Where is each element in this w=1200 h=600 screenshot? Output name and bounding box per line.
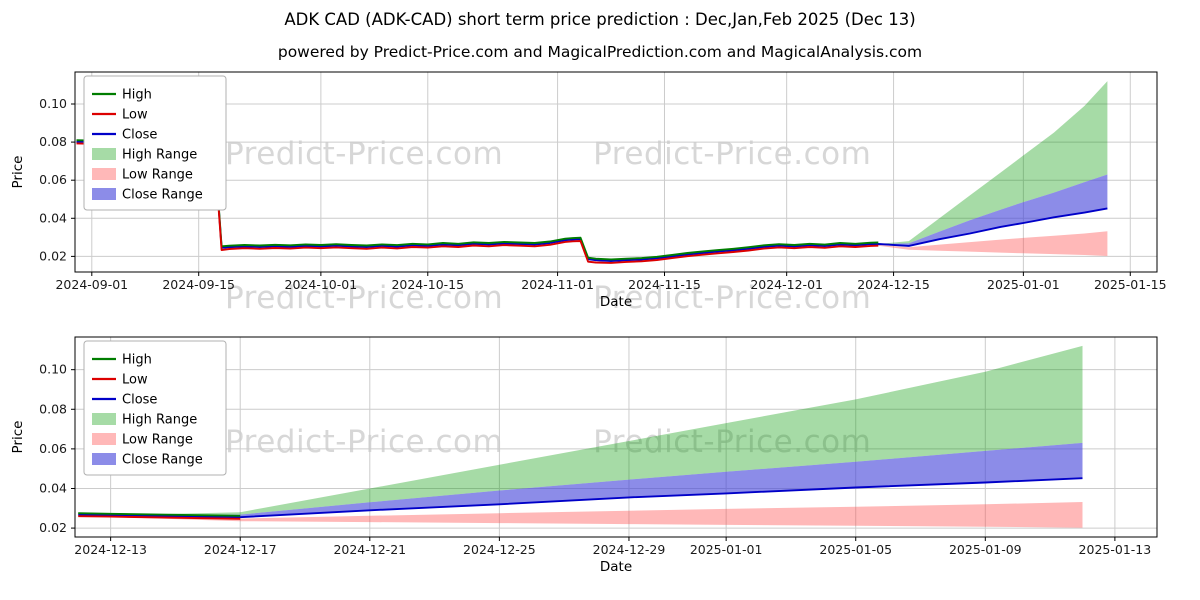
- x-tick-label: 2024-09-01: [55, 277, 128, 292]
- low-range-band: [110, 502, 1083, 528]
- legend-label: Low Range: [122, 433, 193, 448]
- x-tick-label: 2024-12-29: [593, 542, 666, 557]
- plot-border: [74, 71, 1158, 273]
- page-subtitle: powered by Predict-Price.com and Magical…: [277, 43, 923, 61]
- watermark-text: Predict-Price.com: [593, 424, 871, 460]
- legend-label: Close: [122, 393, 157, 408]
- forecast-bands: [110, 345, 1083, 528]
- legend-label: Low: [122, 373, 148, 388]
- y-tick-label: 0.10: [39, 362, 67, 377]
- close-range-band: [110, 442, 1083, 518]
- plot-border: [74, 336, 1158, 538]
- x-tick-label: 2024-09-15: [162, 277, 235, 292]
- high-range-band: [878, 81, 1108, 244]
- legend-box: [83, 340, 227, 476]
- page-title: ADK CAD (ADK-CAD) short term price predi…: [284, 10, 916, 29]
- y-tick-label: 0.08: [39, 134, 67, 149]
- x-tick-label: 2024-10-01: [285, 277, 358, 292]
- x-tick-label: 2024-10-15: [391, 277, 464, 292]
- x-axis: 2024-12-13 2024-12-17 2024-12-21 2024-12-25…: [74, 537, 1151, 557]
- legend-label: Close Range: [122, 188, 203, 203]
- y-tick-label: 0.06: [39, 441, 67, 456]
- price-forecast-chart: 2024-12-13 2024-12-17 2024-12-21 2024-12-25…: [10, 336, 1158, 575]
- legend-label: High Range: [122, 148, 197, 163]
- x-tick-label: 2024-11-01: [521, 277, 594, 292]
- grid: [75, 72, 1157, 272]
- x-tick-label: 2025-01-01: [690, 542, 763, 557]
- high-range-band: [110, 345, 1083, 516]
- x-tick-label: 2024-11-15: [628, 277, 701, 292]
- legend-label: Close: [122, 128, 157, 143]
- y-axis-label: Price: [10, 421, 26, 454]
- close-line: [76, 138, 1108, 262]
- y-tick-label: 0.08: [39, 401, 67, 416]
- legend-swatch-close-range: [92, 453, 116, 465]
- y-axis: 0.02 0.04 0.06 0.08 0.10: [39, 96, 75, 263]
- close-line: [78, 477, 1083, 519]
- y-tick-label: 0.04: [39, 480, 67, 495]
- close-range-band: [878, 174, 1108, 246]
- x-tick-label: 2024-12-15: [857, 277, 930, 292]
- legend-swatch-low-range: [92, 168, 116, 180]
- watermark-row-bottom: Predict-Price.com Predict-Price.com: [225, 424, 871, 460]
- y-tick-label: 0.02: [39, 248, 67, 263]
- legend: High Low Close High Range Low Range Close Ran…: [83, 340, 227, 476]
- legend-label: High: [122, 88, 152, 103]
- x-tick-label: 2024-12-25: [463, 542, 536, 557]
- x-axis-label: Date: [600, 294, 632, 310]
- x-tick-label: 2025-01-13: [1079, 542, 1152, 557]
- legend-label: Low: [122, 108, 148, 123]
- x-axis: 2024-09-01 2024-09-15 2024-10-01 2024-10-15…: [55, 272, 1167, 292]
- low-line: [78, 515, 241, 520]
- x-tick-label: 2024-12-21: [333, 542, 406, 557]
- watermark-text: Predict-Price.com: [225, 424, 504, 460]
- x-axis-label: Date: [600, 559, 632, 575]
- y-tick-label: 0.04: [39, 210, 67, 225]
- x-tick-label: 2025-01-01: [987, 277, 1060, 292]
- watermark-row-middle: Predict-Price.com Predict-Price.com: [225, 280, 871, 316]
- watermark-text: Predict-Price.com: [593, 280, 872, 316]
- legend-box: [83, 75, 227, 211]
- legend-swatch-high-range: [92, 148, 116, 160]
- y-tick-label: 0.02: [39, 520, 67, 535]
- legend: High Low Close High Range Low Range Close Ran…: [83, 75, 227, 211]
- y-axis: 0.02 0.04 0.06 0.08 0.10: [39, 362, 75, 535]
- legend-label: High: [122, 353, 152, 368]
- x-tick-label: 2024-12-17: [204, 542, 277, 557]
- low-range-band: [878, 231, 1108, 256]
- legend-swatch-low-range: [92, 433, 116, 445]
- x-tick-label: 2024-12-01: [750, 277, 823, 292]
- x-tick-label: 2024-12-13: [74, 542, 147, 557]
- y-tick-label: 0.10: [39, 96, 67, 111]
- x-tick-label: 2025-01-05: [819, 542, 892, 557]
- forecast-bands: [878, 81, 1108, 256]
- x-tick-label: 2025-01-15: [1094, 277, 1167, 292]
- legend-label: High Range: [122, 413, 197, 428]
- high-line: [78, 512, 241, 517]
- price-lines: [78, 477, 1083, 520]
- legend-swatch-high-range: [92, 413, 116, 425]
- watermark-text: Predict-Price.com: [225, 280, 504, 316]
- y-tick-label: 0.06: [39, 172, 67, 187]
- y-axis-label: Price: [10, 156, 26, 189]
- x-tick-label: 2025-01-09: [949, 542, 1022, 557]
- legend-label: Low Range: [122, 168, 193, 183]
- legend-label: Close Range: [122, 453, 203, 468]
- price-history-chart: 2024-09-01 2024-09-15 2024-10-01 2024-10-15…: [10, 71, 1167, 310]
- legend-swatch-close-range: [92, 188, 116, 200]
